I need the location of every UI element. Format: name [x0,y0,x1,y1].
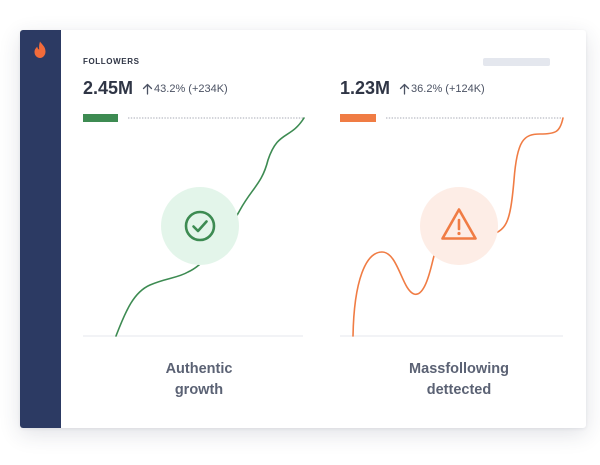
massfollowing-legend-swatch [340,114,376,122]
massfollowing-followers-value: 1.23M [340,78,391,98]
authentic-followers-change: 43.2% (+234K) [154,82,228,95]
authentic-badge [161,187,239,265]
authentic-legend-swatch [83,114,118,122]
authentic-caption: Authentic growth [99,359,299,401]
massfollowing-caption-line1: Massfollowing [409,361,509,377]
followers-label: FOLLOWERS [83,57,140,66]
header-placeholder-bar [483,58,550,66]
followers-card: FOLLOWERS 2.45M 43.2% (+234K) 1.23M 36.2% … [20,30,586,428]
authentic-caption-line1: Authentic [165,361,233,377]
authentic-caption-line2: growth [174,382,224,398]
massfollowing-caption: Massfollowing dettected [359,359,559,401]
flame-icon[interactable] [31,40,49,60]
arrow-up-icon [142,83,153,95]
sidebar [20,30,61,428]
authentic-followers-value: 2.45M [83,78,134,98]
warning-triangle-icon [441,208,477,240]
massfollowing-followers-change: 36.2% (+124K) [411,82,485,95]
massfollowing-metric: 1.23M 36.2% (+124K) [340,78,485,102]
massfollowing-badge [420,187,498,265]
arrow-up-icon [399,83,410,95]
checkmark-circle-icon [184,210,216,242]
authentic-metric: 2.45M 43.2% (+234K) [83,78,228,102]
massfollowing-caption-line2: dettected [426,382,492,398]
